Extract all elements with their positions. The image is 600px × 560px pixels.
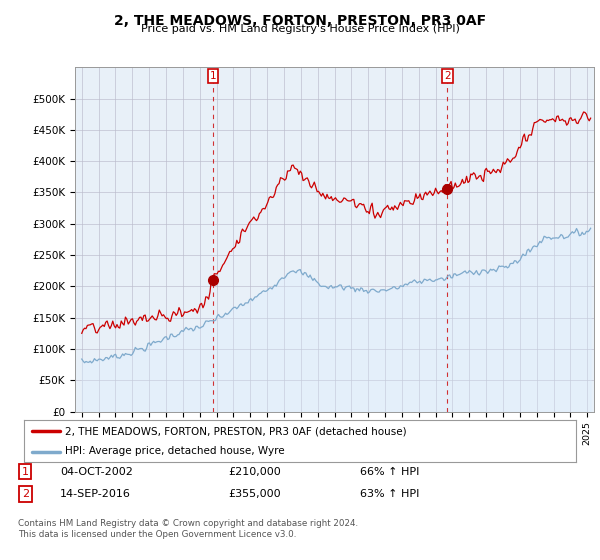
Text: 1: 1 (209, 71, 216, 81)
Text: 2: 2 (444, 71, 451, 81)
Text: 1: 1 (22, 466, 29, 477)
Text: £210,000: £210,000 (228, 466, 281, 477)
Text: 2: 2 (22, 489, 29, 499)
Text: 66% ↑ HPI: 66% ↑ HPI (360, 466, 419, 477)
Text: Contains HM Land Registry data © Crown copyright and database right 2024.
This d: Contains HM Land Registry data © Crown c… (18, 519, 358, 539)
Text: £355,000: £355,000 (228, 489, 281, 499)
Text: 04-OCT-2002: 04-OCT-2002 (60, 466, 133, 477)
Text: 14-SEP-2016: 14-SEP-2016 (60, 489, 131, 499)
Text: 2, THE MEADOWS, FORTON, PRESTON, PR3 0AF: 2, THE MEADOWS, FORTON, PRESTON, PR3 0AF (114, 14, 486, 28)
Text: 63% ↑ HPI: 63% ↑ HPI (360, 489, 419, 499)
Text: HPI: Average price, detached house, Wyre: HPI: Average price, detached house, Wyre (65, 446, 285, 456)
Text: 2, THE MEADOWS, FORTON, PRESTON, PR3 0AF (detached house): 2, THE MEADOWS, FORTON, PRESTON, PR3 0AF… (65, 426, 407, 436)
Text: Price paid vs. HM Land Registry's House Price Index (HPI): Price paid vs. HM Land Registry's House … (140, 24, 460, 34)
